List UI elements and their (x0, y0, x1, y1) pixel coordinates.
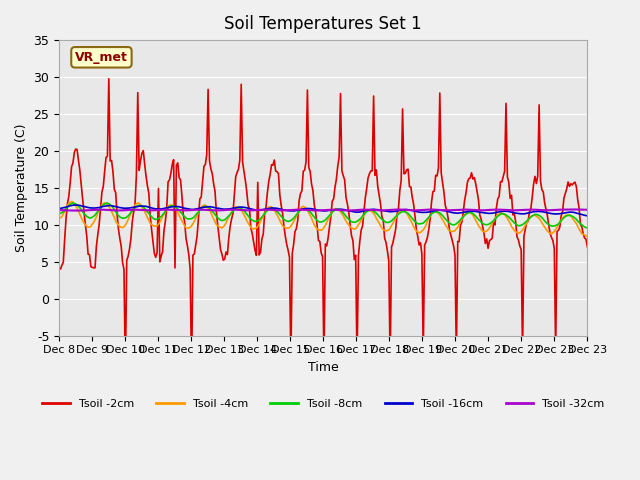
Tsoil -32cm (571, 206, 579, 212)
Tsoil -32cm (75, 208, 83, 214)
Tsoil -16cm (512, 210, 520, 216)
Tsoil -2cm (55, 264, 63, 270)
Tsoil -16cm (584, 213, 591, 218)
Tsoil -32cm (55, 207, 63, 213)
Y-axis label: Soil Temperature (C): Soil Temperature (C) (15, 124, 28, 252)
Tsoil -16cm (328, 207, 336, 213)
Title: Soil Temperatures Set 1: Soil Temperatures Set 1 (225, 15, 422, 33)
Tsoil -16cm (75, 203, 83, 208)
Tsoil -4cm (55, 215, 63, 221)
Tsoil -2cm (584, 244, 591, 250)
Tsoil -16cm (580, 213, 588, 218)
Tsoil -32cm (91, 207, 99, 213)
Tsoil -16cm (55, 205, 63, 211)
Tsoil -32cm (584, 207, 591, 213)
Tsoil -4cm (328, 209, 336, 215)
Tsoil -4cm (433, 209, 441, 215)
Tsoil -8cm (512, 221, 520, 227)
Tsoil -32cm (433, 207, 441, 213)
Tsoil -4cm (75, 208, 83, 214)
Tsoil -8cm (433, 209, 441, 215)
Legend: Tsoil -2cm, Tsoil -4cm, Tsoil -8cm, Tsoil -16cm, Tsoil -32cm: Tsoil -2cm, Tsoil -4cm, Tsoil -8cm, Tsoi… (38, 395, 609, 413)
Tsoil -2cm (90, 265, 97, 271)
Tsoil -2cm (188, 372, 195, 378)
Tsoil -32cm (512, 207, 520, 213)
Tsoil -32cm (328, 207, 336, 213)
Tsoil -8cm (73, 202, 81, 208)
Tsoil -4cm (580, 232, 588, 238)
Line: Tsoil -4cm: Tsoil -4cm (59, 202, 588, 237)
Tsoil -16cm (70, 202, 78, 208)
Line: Tsoil -16cm: Tsoil -16cm (59, 205, 588, 216)
Tsoil -4cm (512, 228, 520, 234)
X-axis label: Time: Time (308, 361, 339, 374)
Tsoil -2cm (435, 165, 442, 171)
Line: Tsoil -32cm: Tsoil -32cm (59, 209, 588, 211)
Tsoil -8cm (328, 209, 336, 215)
Tsoil -8cm (584, 225, 591, 231)
Tsoil -16cm (433, 207, 441, 213)
Tsoil -8cm (580, 224, 588, 230)
Tsoil -2cm (582, 236, 590, 242)
Tsoil -16cm (91, 205, 99, 211)
Tsoil -4cm (68, 199, 76, 204)
Tsoil -8cm (55, 211, 63, 216)
Tsoil -2cm (73, 146, 81, 152)
Tsoil -2cm (513, 234, 521, 240)
Tsoil -8cm (104, 200, 111, 206)
Tsoil -32cm (582, 207, 590, 213)
Line: Tsoil -8cm: Tsoil -8cm (59, 203, 588, 228)
Tsoil -2cm (330, 196, 337, 202)
Tsoil -8cm (90, 214, 97, 219)
Text: VR_met: VR_met (75, 51, 128, 64)
Tsoil -4cm (584, 234, 591, 240)
Tsoil -2cm (105, 76, 113, 82)
Tsoil -32cm (70, 208, 78, 214)
Line: Tsoil -2cm: Tsoil -2cm (59, 79, 588, 375)
Tsoil -4cm (91, 217, 99, 223)
